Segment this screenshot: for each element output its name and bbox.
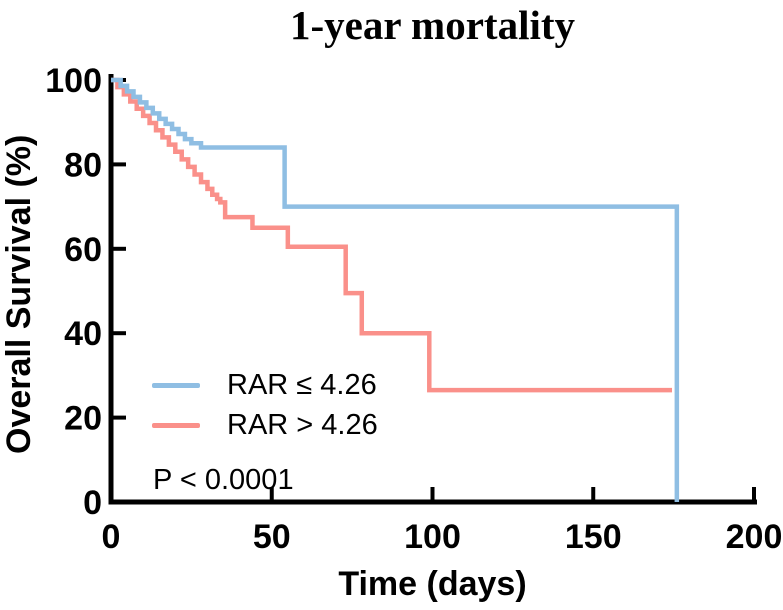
legend-swatch-red-line: [152, 422, 200, 428]
p-value-annotation: P < 0.0001: [153, 464, 294, 496]
chart-title: 1-year mortality: [290, 2, 575, 48]
svg-text:200: 200: [726, 518, 783, 556]
svg-text:50: 50: [253, 518, 291, 556]
svg-text:20: 20: [64, 400, 102, 438]
svg-text:40: 40: [64, 315, 102, 353]
legend-item-rar-low: RAR ≤ 4.26: [152, 369, 377, 401]
svg-text:0: 0: [83, 484, 102, 522]
svg-text:60: 60: [64, 231, 102, 269]
legend-item-rar-high: RAR > 4.26: [152, 409, 378, 441]
svg-text:80: 80: [64, 146, 102, 184]
svg-text:0: 0: [102, 518, 121, 556]
legend-swatch-blue-line: [152, 382, 200, 388]
x-axis-label: Time (days): [338, 565, 527, 603]
legend-label-rar-high: RAR > 4.26: [227, 409, 378, 441]
legend-label-rar-low: RAR ≤ 4.26: [227, 369, 377, 401]
svg-text:150: 150: [565, 518, 622, 556]
svg-text:100: 100: [404, 518, 461, 556]
svg-text:100: 100: [45, 62, 102, 100]
